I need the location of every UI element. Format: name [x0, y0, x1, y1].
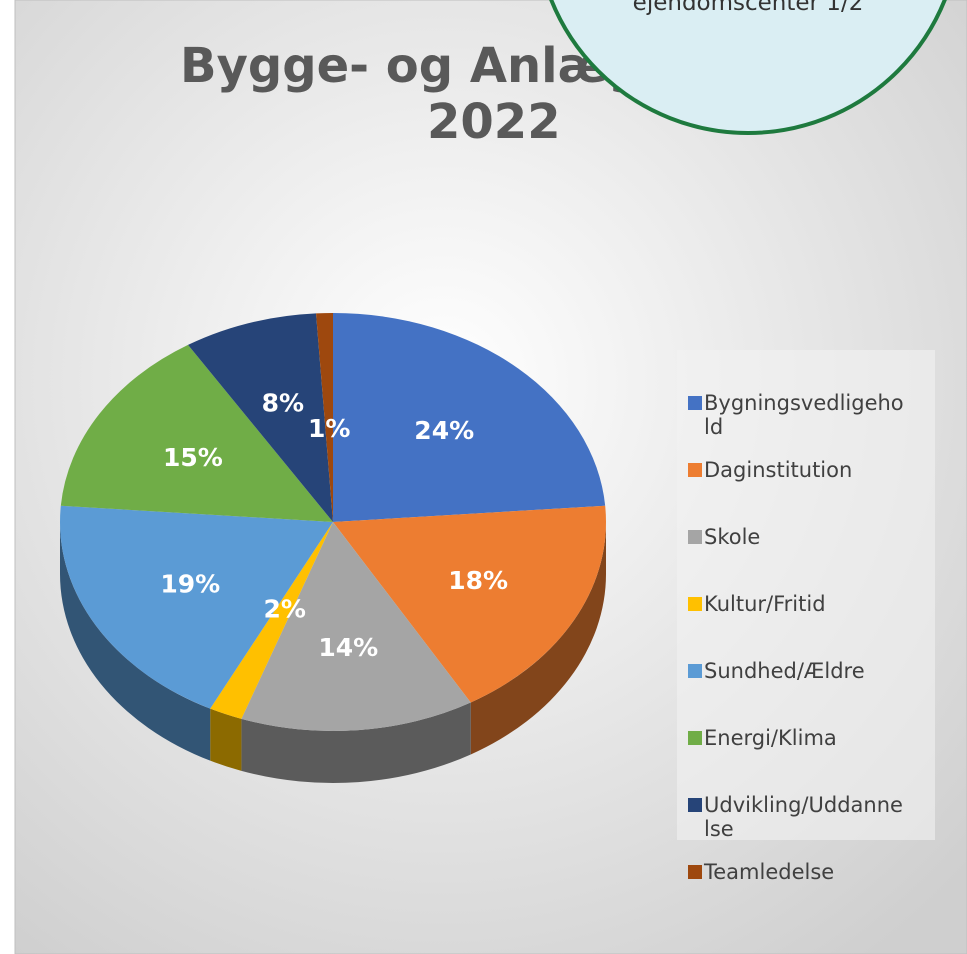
legend: Bygningsvedligeho ld Daginstitution Skole Ku…: [688, 391, 904, 884]
callout-text: ejendomscenter 1/2: [633, 0, 864, 16]
legend-label: Daginstitution: [704, 458, 852, 482]
legend-swatch: [688, 530, 702, 544]
legend-label: Bygningsvedligeho ld: [704, 391, 904, 439]
chart-title: 2022: [427, 94, 561, 150]
title-group: Bygge- og Anlæg 2022: [180, 38, 642, 150]
legend-box: [677, 350, 935, 840]
legend-swatch: [688, 664, 702, 678]
data-label: 8%: [262, 389, 304, 418]
legend-label: Energi/Klima: [704, 726, 837, 750]
slice: [316, 313, 333, 522]
legend-label: Sundhed/Ældre: [704, 659, 865, 683]
slice: [60, 344, 334, 522]
slice: [210, 522, 333, 719]
slice: [241, 522, 471, 731]
data-label: 19%: [160, 570, 220, 599]
legend-swatch: [688, 865, 702, 879]
legend-label: Teamledelse: [703, 860, 834, 884]
legend-label: Skole: [704, 525, 760, 549]
slice: [333, 505, 606, 703]
slice-side: [470, 522, 606, 755]
legend-label: Kultur/Fritid: [704, 592, 826, 616]
legend-label: Udvikling/Uddanne lse: [704, 793, 903, 841]
legend-swatch: [688, 798, 702, 812]
data-label: 24%: [414, 416, 474, 445]
slice: [333, 313, 606, 522]
pie: 24% 18% 14% 2% 19% 15% 8%1%: [60, 313, 606, 783]
data-label: 14%: [318, 633, 378, 662]
chart-title: Bygge- og Anlæg: [180, 38, 642, 94]
legend-swatch: [688, 597, 702, 611]
data-label: 18%: [448, 566, 508, 595]
slice-side: [241, 702, 471, 783]
data-label: 15%: [163, 443, 223, 472]
slice: [60, 505, 333, 709]
callout-circle: [549, 0, 947, 135]
legend-swatch: [688, 396, 702, 410]
slice-side: [60, 522, 211, 761]
data-label: 2%: [263, 594, 305, 623]
slice-side: [210, 708, 242, 771]
legend-swatch: [688, 731, 702, 745]
data-label: 1%: [308, 414, 350, 443]
slice: [188, 313, 333, 522]
legend-swatch: [688, 463, 702, 477]
